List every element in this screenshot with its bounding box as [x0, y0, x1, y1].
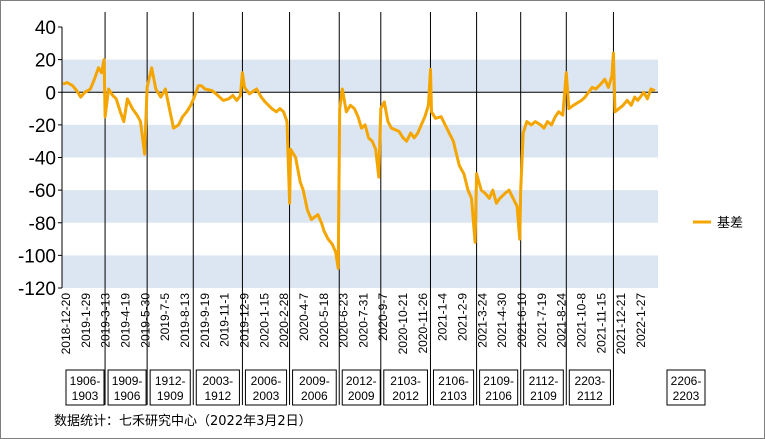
- y-tick-label: -80: [29, 214, 56, 235]
- x-tick-label: 2021-11-15: [594, 293, 608, 354]
- x-tick-label: 2019-7-5: [158, 293, 172, 341]
- contract-label-text: 2106: [485, 389, 512, 403]
- x-tick-label: 2020-7-31: [356, 293, 370, 348]
- legend-label: 基差: [717, 216, 743, 231]
- contract-label-text: 1912: [204, 389, 231, 403]
- x-tick-label: 2020-4-7: [297, 293, 311, 341]
- contract-label-text: 2012-: [346, 374, 377, 388]
- basis-series-line: [62, 51, 656, 270]
- contract-label-text: 1912-: [155, 374, 186, 388]
- x-tick-label: 2019-12-9: [237, 293, 251, 348]
- contract-label-box: 1909-1906: [107, 369, 147, 406]
- x-tick-label: 2020-1-15: [257, 293, 271, 348]
- x-tick-label: 2019-5-30: [138, 293, 152, 348]
- y-tick-label: -60: [29, 181, 56, 202]
- contract-label-box: 2009-2006: [292, 369, 337, 406]
- contract-label-text: 2003-: [202, 374, 233, 388]
- contract-label-text: 1906-: [70, 374, 101, 388]
- contract-label-text: 2112: [577, 389, 603, 403]
- contract-label-text: 2109-: [483, 374, 514, 388]
- contract-label-text: 2103: [440, 389, 467, 403]
- source-note: 数据统计：七禾研究中心（2022年3月2日）: [54, 414, 312, 429]
- grid-band: [62, 255, 658, 288]
- grid-band: [62, 190, 658, 223]
- contract-label-box: 2012-2009: [341, 369, 381, 406]
- x-tick-label: 2021-7-19: [535, 293, 549, 348]
- x-tick-label: 2021-6-10: [515, 293, 529, 348]
- y-tick-label: 20: [35, 51, 56, 72]
- contract-label-box: 2109-2106: [479, 369, 519, 406]
- contract-label-text: 2006-: [251, 374, 282, 388]
- contract-label-text: 1909: [157, 389, 184, 403]
- x-tick-label: 2018-12-20: [59, 293, 73, 355]
- contract-label-text: 2203: [673, 389, 700, 403]
- x-tick-label: 2021-12-21: [614, 293, 628, 355]
- contract-label-text: 2103-: [390, 374, 421, 388]
- y-tick-label: -100: [18, 246, 56, 267]
- x-tick-label: 2021-8-24: [555, 293, 569, 348]
- y-tick-label: 40: [35, 18, 56, 39]
- x-tick-label: 2019-1-29: [79, 293, 93, 348]
- contract-label-box: 2003-1912: [195, 369, 240, 406]
- x-tick-label: 2020-11-26: [416, 293, 430, 354]
- contract-label-box: 1912-1909: [149, 369, 191, 406]
- x-tick-label: 2021-2-9: [456, 293, 470, 341]
- contract-label-text: 1909-: [112, 374, 143, 388]
- contract-label-text: 2012: [392, 389, 419, 403]
- contract-label-text: 2009-: [299, 374, 330, 388]
- contract-label-text: 2112-: [529, 374, 559, 388]
- y-tick-label: -120: [18, 279, 56, 300]
- x-tick-label: 2020-2-28: [277, 293, 291, 348]
- y-tick-label: -40: [29, 149, 56, 170]
- contract-label-text: 1903: [72, 389, 99, 403]
- contract-label-text: 2006: [301, 389, 328, 403]
- contract-label-box: 2203-2112: [568, 369, 611, 406]
- contract-label-text: 2003: [253, 389, 280, 403]
- x-tick-label: 2021-1-4: [436, 293, 450, 341]
- contract-label-text: 2203-: [575, 374, 606, 388]
- contract-label-text: 2106-: [438, 374, 469, 388]
- x-tick-label: 2019-4-19: [118, 293, 132, 348]
- contract-label-box: 2006-2003: [244, 369, 288, 406]
- grid-band: [62, 59, 658, 93]
- contract-label-text: 2109: [530, 389, 557, 403]
- x-tick-label: 2022-1-27: [634, 293, 648, 348]
- grid-band: [62, 124, 658, 158]
- legend: 基差: [693, 216, 743, 231]
- x-tick-label: 2019-3-13: [99, 293, 113, 348]
- x-tick-label: 2021-10-8: [575, 293, 589, 348]
- contract-label-box: 2103-2012: [383, 369, 428, 406]
- x-tick-label: 2021-4-30: [495, 293, 509, 348]
- x-tick-label: 2020-6-23: [337, 293, 351, 348]
- contract-label-box: 2112-2109: [523, 369, 564, 406]
- x-tick-label: 2020-5-18: [317, 293, 331, 348]
- x-tick-label: 2019-11-1: [218, 293, 232, 347]
- contract-label-box: 2106-2103: [432, 369, 475, 406]
- y-tick-label: -20: [29, 116, 56, 137]
- x-tick-label: 2021-3-24: [475, 293, 489, 348]
- contract-label-text: 2009: [348, 389, 375, 403]
- x-tick-label: 2019-9-19: [198, 293, 212, 348]
- contract-label-box: 1906-1903: [65, 369, 105, 406]
- y-tick-label: 0: [45, 83, 56, 104]
- contract-label-text: 1906: [114, 389, 141, 403]
- x-tick-label: 2020-9-7: [376, 293, 390, 341]
- contract-label-text: 2206-: [671, 374, 702, 388]
- x-tick-label: 2019-8-13: [178, 293, 192, 348]
- contract-label-box: 2206-2203: [666, 369, 706, 406]
- x-tick-label: 2020-10-21: [396, 293, 410, 355]
